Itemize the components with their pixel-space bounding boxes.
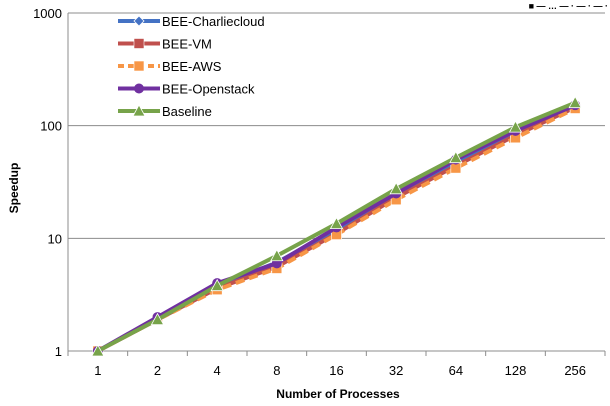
y-tick-labels: 1 10 100 1000 — [33, 6, 62, 359]
y-tick-label: 10 — [48, 231, 62, 246]
legend-label: BEE-AWS — [162, 59, 222, 74]
legend-item: BEE-VM — [118, 37, 212, 52]
data-point — [449, 150, 463, 164]
data-point — [450, 162, 462, 174]
data-point — [210, 278, 224, 292]
y-axis-title: Speedup — [7, 163, 21, 214]
data-point — [508, 120, 523, 133]
legend-item: BEE-Openstack — [118, 82, 255, 97]
x-tick-label: 16 — [329, 363, 343, 378]
y-tick-label: 100 — [40, 119, 62, 134]
x-tick-label: 4 — [214, 363, 221, 378]
data-point — [270, 248, 284, 262]
legend-marker — [134, 83, 144, 94]
data-point — [150, 312, 165, 325]
x-tick-label: 128 — [505, 363, 527, 378]
data-point — [568, 95, 582, 109]
legend: BEE-Charliecloud BEE-VM BEE-AWS BEE-Opensta… — [118, 14, 265, 119]
legend-item: Baseline — [118, 104, 212, 119]
x-tick-label: 64 — [449, 363, 463, 378]
legend-marker — [133, 60, 145, 72]
legend-label: Baseline — [162, 104, 212, 119]
corner-text: ■ — … — · — · — · — [529, 1, 608, 11]
x-tick-label: 256 — [564, 363, 586, 378]
legend-marker — [133, 15, 145, 27]
legend-marker — [132, 104, 146, 117]
x-tick-labels: 1 2 4 8 16 32 64 128 256 — [67, 351, 606, 378]
data-point — [389, 181, 403, 195]
legend-marker — [133, 38, 145, 49]
legend-item: BEE-Charliecloud — [118, 14, 265, 29]
y-tick-label: 1000 — [33, 6, 62, 21]
x-tick-label: 2 — [154, 363, 161, 378]
series-lines — [91, 95, 582, 357]
legend-label: BEE-VM — [162, 37, 212, 52]
data-point — [91, 344, 105, 357]
legend-item: BEE-AWS — [118, 59, 222, 74]
y-tick-label: 1 — [55, 344, 62, 359]
x-axis-title: Number of Processes — [276, 387, 400, 401]
x-tick-label: 32 — [389, 363, 403, 378]
legend-label: BEE-Openstack — [162, 82, 255, 97]
x-tick-label: 8 — [273, 363, 280, 378]
series-baseline — [91, 95, 582, 357]
x-tick-label: 1 — [94, 363, 101, 378]
legend-label: BEE-Charliecloud — [162, 14, 265, 29]
data-point — [329, 216, 344, 230]
